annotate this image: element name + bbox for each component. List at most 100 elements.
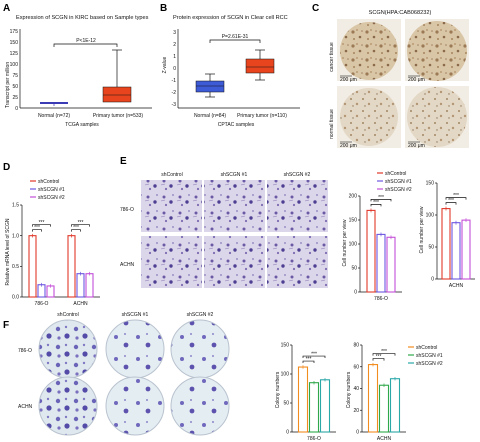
legend-label: shControl — [385, 171, 406, 177]
significance-label: *** — [376, 354, 382, 360]
ytick: -2 — [172, 90, 177, 96]
chart-e1-plot: 0 50 100 150 200 ****** 786-O — [349, 194, 402, 302]
y-tick-label: 1.5 — [12, 203, 19, 209]
y-tick-label: 0 — [356, 430, 359, 436]
scalebar-label: 200 μm — [408, 77, 425, 83]
y-tick-label: 0.5 — [12, 264, 19, 270]
significance-bracket — [302, 360, 315, 364]
panel-f-col-label: shSCGN #1 — [122, 312, 149, 318]
significance-label: *** — [73, 225, 79, 231]
chart-e1-ylabel: Cell number per view — [342, 219, 348, 266]
category-label: 786-O — [35, 301, 49, 307]
significance-label: *** — [78, 220, 84, 226]
bar — [376, 233, 386, 293]
ytick: 150 — [10, 40, 19, 46]
bar — [76, 273, 85, 298]
legend-label: shControl — [416, 345, 437, 351]
y-tick-label: 40 — [353, 386, 359, 392]
panel-e-col-label: shSCGN #2 — [284, 172, 311, 178]
panel-b-bracket — [209, 39, 261, 43]
ytick: 50 — [12, 84, 18, 90]
ytick: 25 — [12, 95, 18, 101]
category-label: 786-O — [374, 296, 388, 302]
panel-b-group-normal: Normal (n=84) — [194, 113, 226, 119]
panel-label-e: E — [120, 156, 127, 167]
bar — [386, 236, 396, 293]
significance-label: *** — [311, 352, 317, 358]
colony-dish — [38, 376, 98, 436]
panel-e-row-label: ACHN — [120, 262, 135, 268]
ytick: 175 — [10, 29, 19, 35]
panel-a-normal-box — [40, 102, 68, 104]
panel-c-row-cancer: cancer tissue — [329, 42, 335, 72]
significance-label: *** — [306, 357, 312, 363]
transwell-image — [204, 180, 265, 232]
significance-label: *** — [373, 200, 379, 206]
y-tick-label: 100 — [349, 242, 358, 248]
y-tick-label: 150 — [426, 181, 435, 187]
significance-bracket — [372, 353, 396, 356]
significance-bracket — [71, 229, 81, 232]
scalebars: 200 μm 200 μm 200 μm 200 μm — [340, 75, 425, 149]
category-label: 786-O — [307, 436, 321, 442]
y-tick-label: 0 — [286, 430, 289, 436]
legend-d: shControl shSCGN #1 shSCGN #2 — [30, 179, 65, 201]
y-tick-label: 80 — [353, 343, 359, 349]
y-tick-label: 50 — [428, 245, 434, 251]
panel-e-col-label: shSCGN #1 — [221, 172, 248, 178]
panel-f-col-label: shControl — [57, 312, 78, 318]
panel-b: B Protein expression of SCGN in Clear ce… — [160, 3, 300, 128]
legend-e: shControl shSCGN #1 shSCGN #2 — [377, 171, 412, 193]
ihc-normal-core-1 — [340, 88, 398, 146]
legend-label: shSCGN #2 — [385, 187, 412, 193]
legend-label: shSCGN #1 — [38, 187, 65, 193]
scalebar-label: 200 μm — [408, 143, 425, 149]
panel-c: C SCGN(HPA:CAB068232) cancer tissue norm… — [312, 3, 469, 149]
panel-c-title: SCGN(HPA:CAB068232) — [369, 10, 432, 16]
panel-a: A Expression of SCGN in KIRC based on Sa… — [3, 3, 152, 128]
panel-f-col-label: shSCGN #2 — [187, 312, 214, 318]
panel-e-row-label: 786-O — [120, 207, 134, 213]
chart-f1-ylabel: Colony numbers — [275, 371, 281, 408]
panel-a-title: Expression of SCGN in KIRC based on Samp… — [16, 15, 149, 21]
significance-label: *** — [453, 193, 459, 199]
ihc-cancer-core-2 — [407, 21, 467, 81]
colony-dish — [170, 319, 230, 379]
significance-label: *** — [448, 198, 454, 204]
y-tick-label: 150 — [281, 343, 290, 349]
significance-bracket — [32, 229, 42, 232]
ytick: 3 — [173, 30, 176, 36]
panel-b-yticks: 3 2 1 0 -1 -2 -3 — [172, 30, 177, 108]
chart-f1-plot: 0 50 100 150 ****** 786-O — [281, 343, 336, 442]
panel-f: F shControl shSCGN #1 shSCGN #2 786-O AC… — [3, 312, 443, 442]
panel-d: D shControl shSCGN #1 shSCGN #2 Relative… — [3, 162, 100, 307]
bar — [319, 379, 331, 433]
ytick: 0 — [15, 106, 18, 112]
ihc-cancer-core-1 — [340, 22, 398, 80]
colony-dish — [105, 319, 165, 379]
bar — [28, 235, 37, 298]
ytick: 0 — [173, 66, 176, 72]
ihc-normal-core-2 — [407, 87, 467, 147]
scalebar-label: 200 μm — [340, 143, 357, 149]
panel-label-d: D — [3, 162, 10, 173]
scalebar-label: 200 μm — [340, 77, 357, 83]
bar — [308, 382, 320, 433]
legend-label: shSCGN #2 — [38, 195, 65, 201]
panel-b-tumor-box — [245, 58, 275, 74]
ytick: 1 — [173, 54, 176, 60]
panel-label-f: F — [3, 320, 9, 331]
legend-label: shSCGN #1 — [416, 353, 443, 359]
y-tick-label: 0 — [431, 277, 434, 283]
significance-bracket — [445, 197, 467, 200]
significance-bracket — [372, 358, 385, 361]
chart-d-ylabel: Relative mRNA level of SCGN — [5, 218, 11, 285]
panel-b-pvalue: P=2.61E-31 — [222, 34, 249, 40]
panel-a-pvalue: P<1E-12 — [76, 38, 96, 44]
panel-e: E shControl shSCGN #1 shSCGN #2 786-O AC… — [120, 156, 475, 302]
significance-label: *** — [378, 195, 384, 201]
ytick: 100 — [10, 62, 19, 68]
panel-f-row-label: 786-O — [18, 348, 32, 354]
colony-dish — [105, 376, 165, 436]
